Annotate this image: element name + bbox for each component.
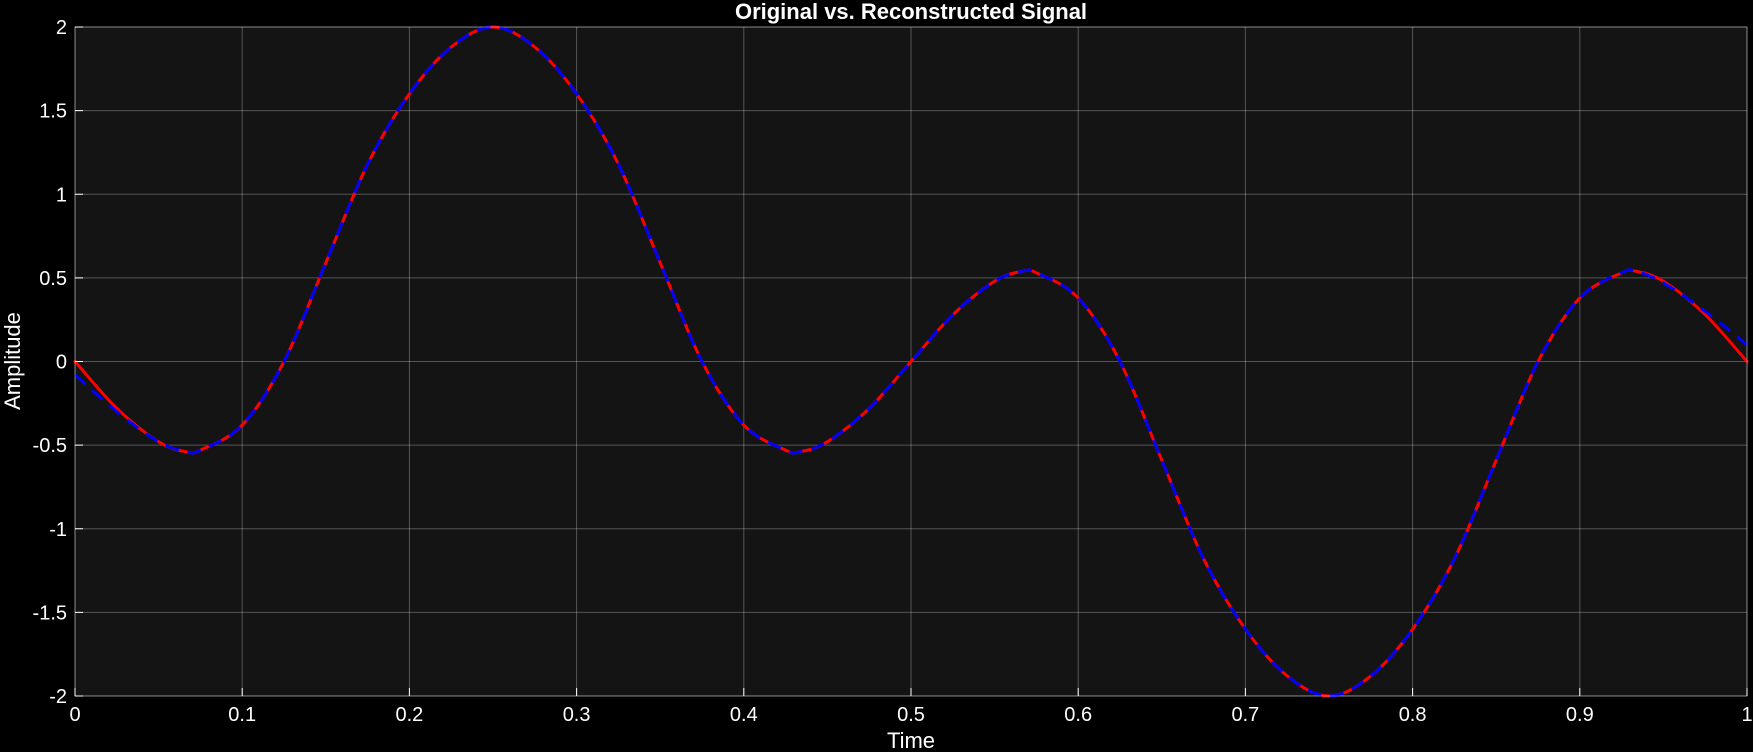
- x-tick-label: 0.1: [228, 704, 256, 726]
- x-tick-label: 0.7: [1231, 704, 1259, 726]
- chart-title: Original vs. Reconstructed Signal: [735, 0, 1087, 24]
- x-tick-label: 0: [69, 704, 80, 726]
- x-tick-label: 0.2: [395, 704, 423, 726]
- x-tick-label: 1: [1741, 704, 1752, 726]
- grid: [74, 26, 1748, 697]
- y-tick-label: -0.5: [33, 435, 67, 457]
- x-tick-label: 0.5: [897, 704, 925, 726]
- x-tick-label: 0.9: [1566, 704, 1594, 726]
- x-tick-label: 0.4: [730, 704, 758, 726]
- y-tick-label: 0.5: [39, 268, 67, 290]
- x-axis-label: Time: [887, 728, 935, 752]
- y-tick-label: -1: [49, 519, 67, 541]
- x-tick-label: 0.6: [1064, 704, 1092, 726]
- x-tick-label: 0.8: [1399, 704, 1427, 726]
- y-axis-ticks: 2 1.5 1 0.5 0 -0.5 -1 -1.5 -2: [33, 17, 83, 708]
- x-tick-label: 0.3: [563, 704, 591, 726]
- y-tick-label: 1.5: [39, 101, 67, 123]
- y-tick-label: 1: [56, 184, 67, 206]
- y-tick-label: 0: [56, 352, 67, 374]
- series-line-blue-dashed: [74, 25, 1748, 698]
- y-tick-label: 2: [56, 17, 67, 39]
- x-axis-ticks: 0 0.1 0.2 0.3 0.4 0.5 0.6 0.7 0.8 0.9 1: [69, 688, 1753, 726]
- series-group: [73, 25, 1749, 698]
- y-tick-label: -2: [49, 686, 67, 708]
- y-axis-label: Amplitude: [0, 312, 25, 410]
- y-tick-label: -1.5: [33, 602, 67, 624]
